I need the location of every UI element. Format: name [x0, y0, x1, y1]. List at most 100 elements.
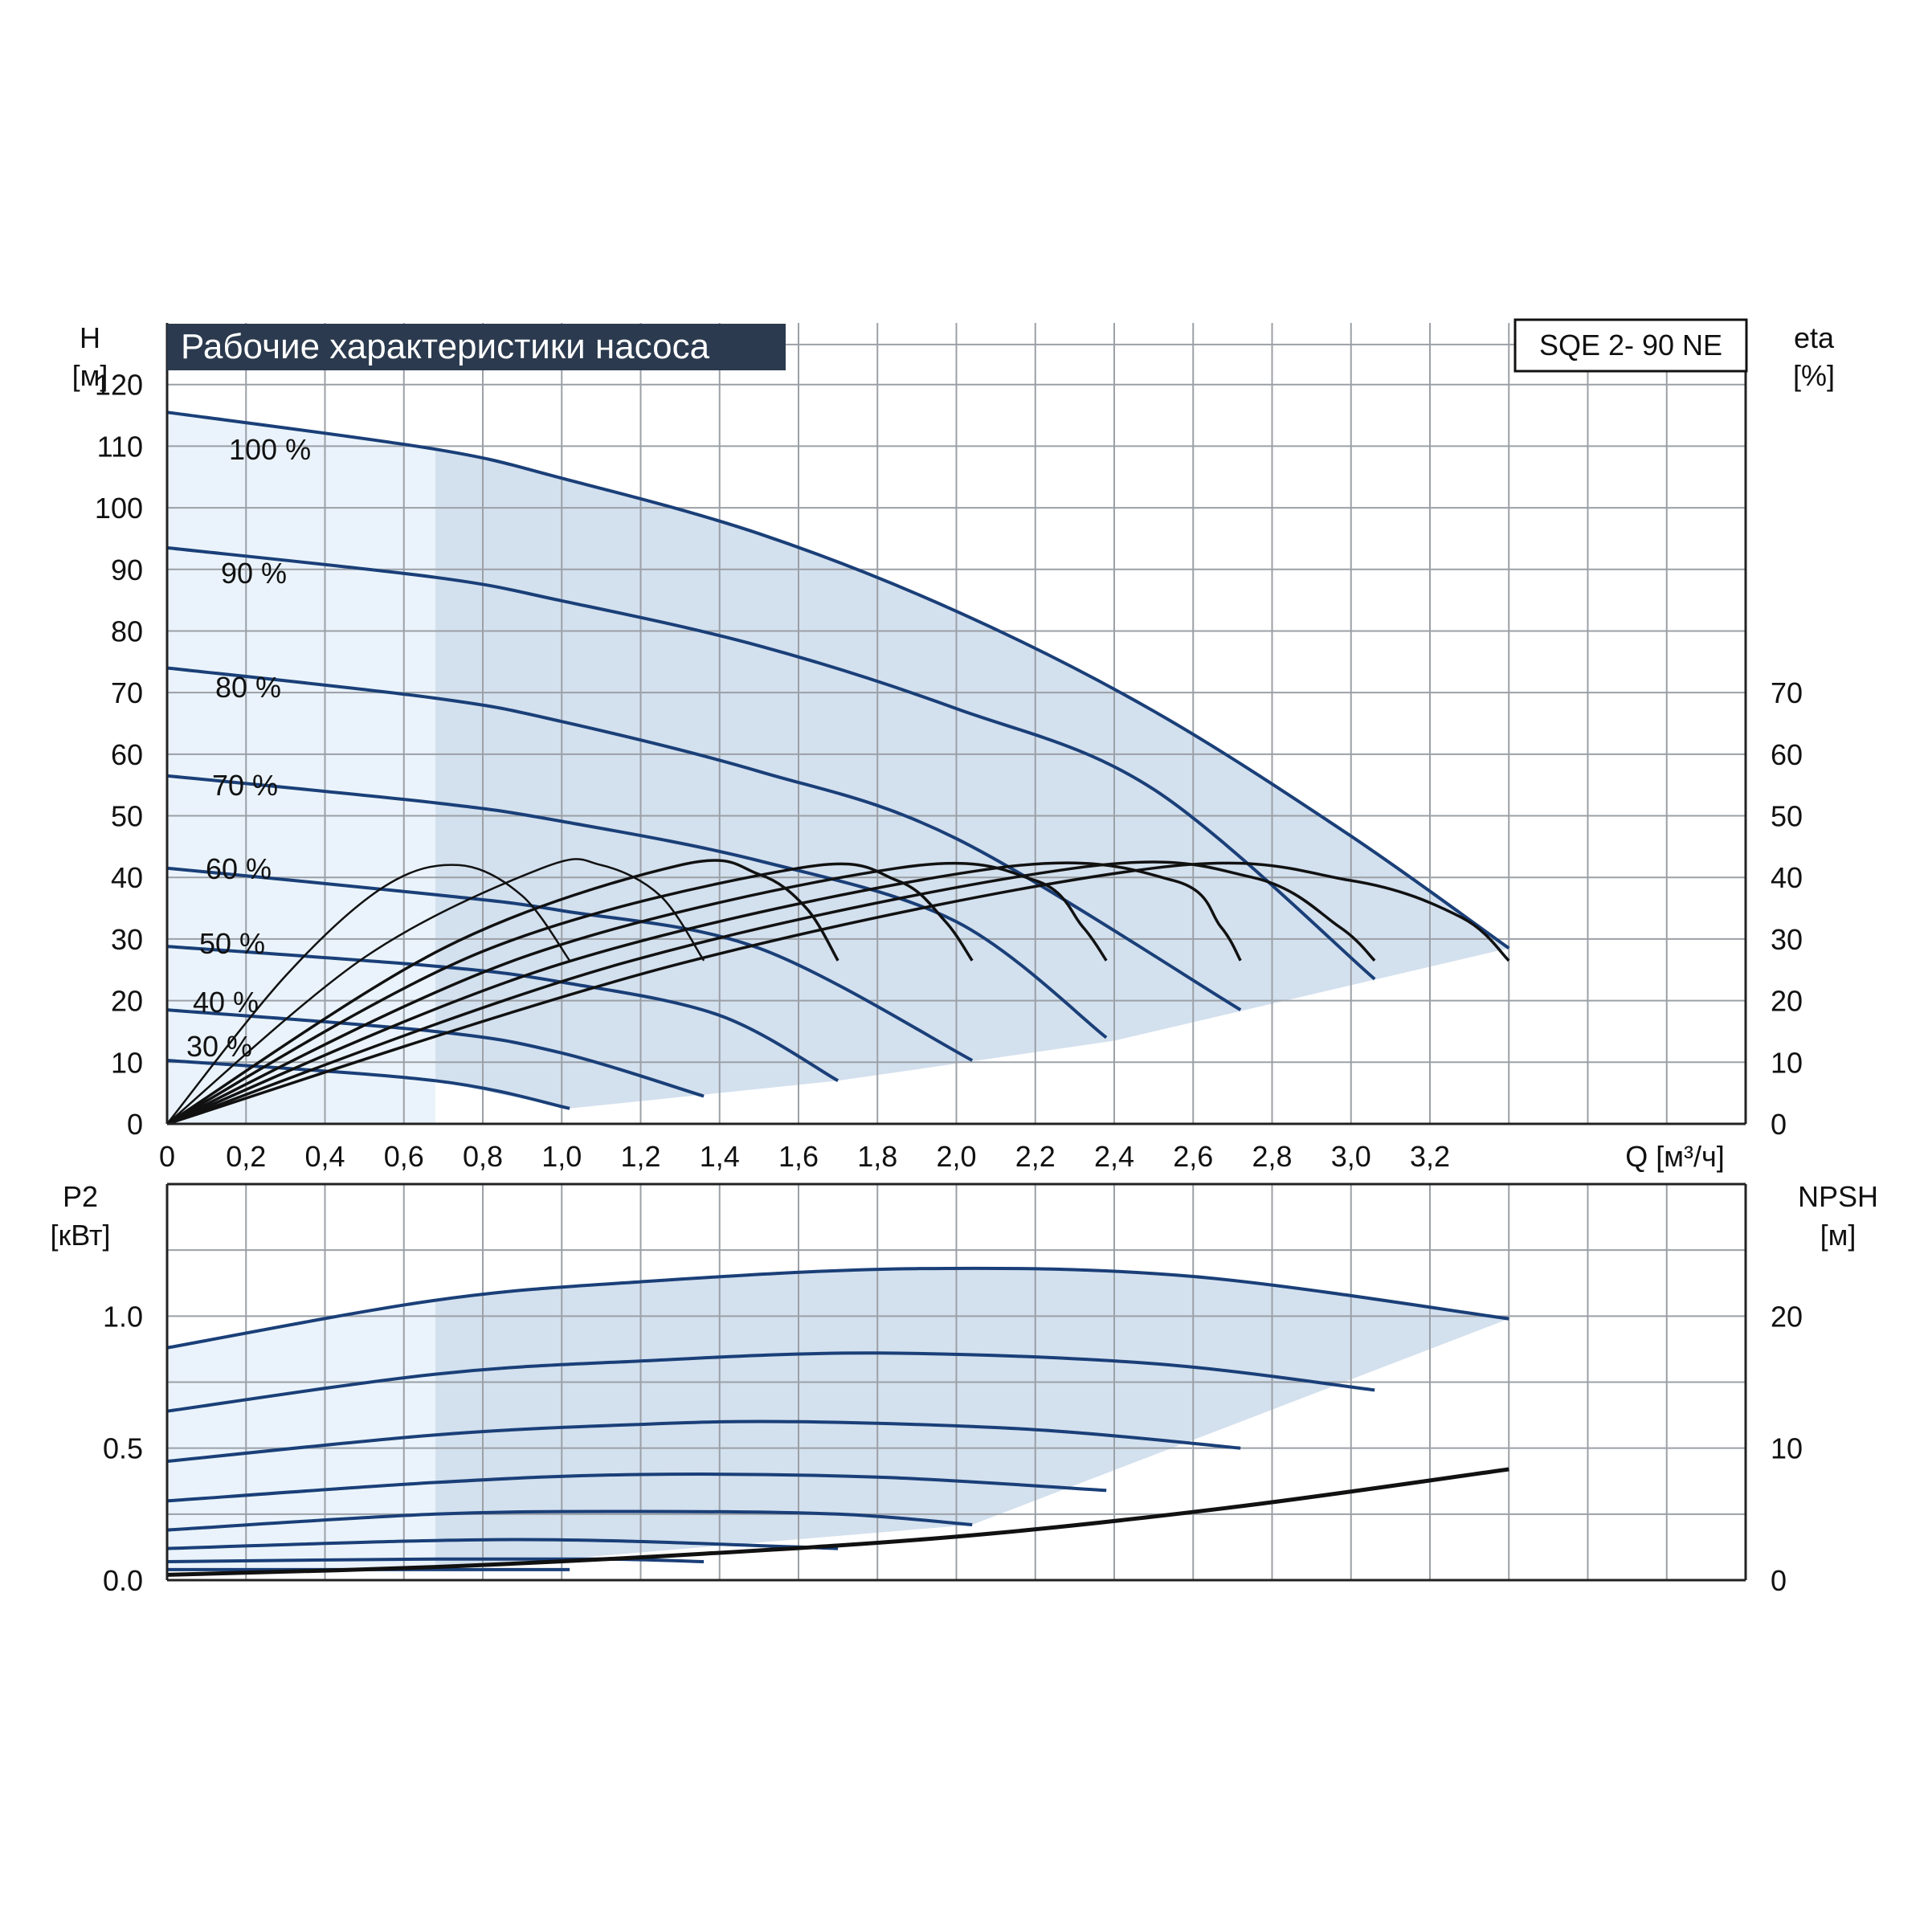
power-curve: [166, 1509, 973, 1532]
model-box: SQE 2- 90 NE: [1513, 318, 1748, 373]
npsh-axis-label: NPSH: [1798, 1180, 1878, 1213]
head-curve: [166, 945, 839, 1083]
x-tick-label: 2,4: [1094, 1140, 1134, 1173]
y-tick-label: 120: [95, 369, 143, 402]
power-curve: [166, 1472, 1107, 1503]
speed-label: 50 %: [199, 927, 265, 960]
x-tick-label: 0,8: [463, 1140, 503, 1173]
x-tick-label: 0,4: [304, 1140, 345, 1173]
y-tick-label: 20: [111, 985, 143, 1018]
title-banner: Рабочие характеристики насоса: [167, 324, 786, 370]
speed-label: 100 %: [229, 433, 311, 466]
x-tick-label: 1,8: [857, 1140, 897, 1173]
p2-tick-label: 0.0: [103, 1564, 143, 1597]
model-name: SQE 2- 90 NE: [1539, 329, 1722, 361]
x-tick-label: 1,0: [541, 1140, 582, 1173]
power-curve: [166, 1351, 1375, 1413]
npsh-tick-label: 10: [1771, 1432, 1803, 1465]
speed-label: 70 %: [212, 769, 278, 802]
title-banner-background: [167, 324, 786, 370]
y-tick-label: 110: [97, 430, 143, 463]
head-curve: [166, 1008, 705, 1098]
y-tick-label: 50: [111, 800, 143, 833]
top-operating-region: [167, 412, 1509, 1124]
x-tick-label: 2,8: [1252, 1140, 1292, 1173]
x-tick-label: 1,4: [700, 1140, 740, 1173]
x-tick-label: 3,0: [1331, 1140, 1371, 1173]
y2-tick-label: 70: [1771, 676, 1803, 709]
y2-tick-label: 30: [1771, 923, 1803, 956]
x-tick-label: 3,2: [1410, 1140, 1450, 1173]
efficiency-curve: [166, 861, 1510, 1125]
top-grid: [167, 323, 1746, 1124]
efficiency-curve: [166, 862, 974, 1125]
head-curve: [166, 1059, 570, 1110]
y2-tick-label: 40: [1771, 861, 1803, 894]
y-axis-unit: [м]: [72, 359, 108, 392]
model-box-border: [1513, 318, 1748, 373]
x-tick-label: 0: [159, 1140, 175, 1173]
region-main: [435, 449, 1509, 1109]
p2-tick-label: 0.5: [103, 1432, 143, 1465]
head-curve: [166, 545, 1376, 981]
y2-tick-label: 60: [1771, 738, 1803, 771]
x-tick-label: 0,2: [226, 1140, 266, 1173]
npsh-curve: [166, 1467, 1509, 1577]
head-curve: [166, 866, 974, 1062]
y2-tick-label: 50: [1771, 800, 1803, 833]
chart-labels: 0102030405060708090100110120010203040506…: [50, 321, 1878, 1597]
head-curve: [166, 410, 1510, 950]
speed-label: 90 %: [221, 557, 287, 590]
y-tick-label: 60: [111, 738, 143, 771]
efficiency-curve: [166, 864, 571, 1125]
speed-label: 30 %: [186, 1030, 252, 1063]
y2-tick-label: 10: [1771, 1046, 1803, 1079]
x-tick-label: 2,0: [936, 1140, 976, 1173]
y-tick-label: 40: [111, 861, 143, 894]
x-tick-label: 1,6: [778, 1140, 819, 1173]
y2-axis-label: eta: [1794, 321, 1835, 354]
npsh-tick-label: 20: [1771, 1300, 1803, 1333]
efficiency-curves: [166, 858, 1510, 1125]
x-tick-label: 2,6: [1173, 1140, 1213, 1173]
y-tick-label: 0: [127, 1108, 143, 1141]
x-axis-label: Q [м³/ч]: [1625, 1140, 1725, 1173]
y2-axis-unit: [%]: [1793, 359, 1835, 392]
bottom-grid: [167, 1184, 1746, 1580]
x-tick-label: 2,2: [1015, 1140, 1056, 1173]
region-light: [167, 1300, 436, 1570]
efficiency-curve: [166, 860, 1376, 1125]
power-curve: [166, 1419, 1241, 1464]
y-tick-label: 30: [111, 923, 143, 956]
y-tick-label: 70: [111, 676, 143, 709]
y-tick-label: 80: [111, 615, 143, 647]
y-tick-label: 90: [111, 553, 143, 586]
speed-label: 80 %: [215, 671, 281, 704]
npsh-tick-label: 0: [1771, 1564, 1787, 1597]
bottom-operating-region: [167, 1268, 1509, 1570]
head-curves: [166, 410, 1510, 1110]
x-tick-label: 1,2: [620, 1140, 660, 1173]
power-curve: [166, 1538, 839, 1550]
y-tick-label: 10: [111, 1046, 143, 1079]
y2-tick-label: 0: [1771, 1108, 1787, 1141]
p2-tick-label: 1.0: [103, 1300, 143, 1333]
speed-label: 60 %: [206, 852, 272, 885]
power-curves: [166, 1266, 1509, 1577]
p2-axis-label: P2: [63, 1180, 98, 1213]
head-curve: [166, 774, 1108, 1040]
power-curve: [166, 1557, 705, 1563]
npsh-axis-unit: [м]: [1820, 1219, 1857, 1252]
region-light: [167, 412, 436, 1124]
p2-axis-unit: [кВт]: [50, 1219, 110, 1252]
chart-frames: [165, 323, 1747, 1582]
x-tick-label: 0,6: [384, 1140, 424, 1173]
efficiency-curve: [166, 861, 1242, 1125]
y-tick-label: 100: [95, 492, 143, 525]
speed-label: 40 %: [193, 986, 259, 1019]
y-axis-label: H: [80, 321, 100, 354]
chart-title: Рабочие характеристики насоса: [181, 327, 710, 366]
power-curve: [166, 1266, 1509, 1350]
